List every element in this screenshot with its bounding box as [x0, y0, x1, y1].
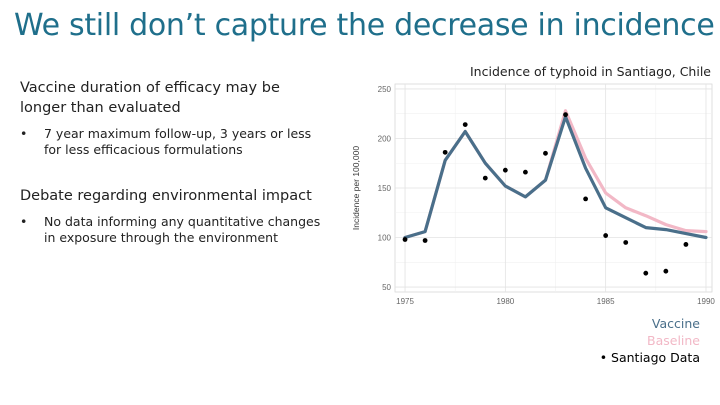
- typhoid-incidence-chart: 50 100 150 200 250 1975 1980 1985 1990 Incidence …: [351, 83, 715, 306]
- bullet-follow-up: • 7 year maximum follow-up, 3 years or l…: [20, 126, 330, 158]
- data-point-santiago-data: [543, 150, 548, 156]
- data-point-santiago-data: [643, 270, 649, 276]
- data-point-santiago-data: [523, 169, 528, 175]
- x-tick-label: 1975: [396, 297, 414, 306]
- x-tick-label: 1990: [697, 297, 715, 306]
- legend-vaccine: Vaccine: [651, 316, 700, 331]
- left-text-panel: Vaccine duration of efficacy may be long…: [20, 78, 330, 246]
- x-tick-label: 1980: [496, 297, 514, 306]
- data-point-santiago-data: [603, 233, 609, 238]
- y-tick-label: 150: [378, 184, 392, 193]
- legend-baseline: Baseline: [647, 333, 700, 348]
- slide-title: We still don’t capture the decrease in i…: [14, 8, 715, 43]
- legend-santiago-data: • Santiago Data: [599, 350, 700, 365]
- x-tick-label: 1985: [597, 297, 615, 306]
- y-axis-label: Incidence per 100,000: [351, 146, 361, 230]
- data-point-santiago-data: [683, 242, 689, 247]
- y-tick-label: 50: [382, 283, 391, 292]
- heading-vaccine-duration: Vaccine duration of efficacy may be long…: [20, 80, 280, 116]
- data-point-santiago-data: [663, 268, 669, 274]
- data-point-santiago-data: [583, 196, 589, 202]
- chart-legend: Vaccine Baseline • Santiago Data: [600, 315, 700, 366]
- data-point-santiago-data: [482, 175, 488, 181]
- series-line-vaccine: [403, 115, 708, 240]
- data-point-santiago-data: [502, 167, 508, 173]
- bullet-no-data: • No data informing any quantitative cha…: [20, 214, 330, 246]
- data-point-santiago-data: [462, 122, 468, 128]
- data-point-santiago-data: [623, 240, 629, 245]
- chart-title: Incidence of typhoid in Santiago, Chile: [470, 64, 711, 79]
- bullet-glyph: •: [20, 126, 28, 141]
- data-point-santiago-data: [563, 112, 568, 118]
- y-tick-label: 200: [378, 134, 392, 143]
- bullet-glyph: •: [20, 214, 28, 229]
- heading-environmental-impact: Debate regarding environmental impact: [20, 188, 312, 204]
- bullet-follow-up-text: 7 year maximum follow-up, 3 years or les…: [44, 126, 312, 157]
- data-point-santiago-data: [402, 237, 408, 242]
- data-point-santiago-data: [422, 238, 428, 243]
- data-point-santiago-data: [442, 149, 448, 155]
- y-tick-label: 100: [378, 234, 392, 243]
- y-tick-label: 250: [378, 85, 392, 94]
- bullet-no-data-text: No data informing any quantitative chang…: [44, 214, 321, 245]
